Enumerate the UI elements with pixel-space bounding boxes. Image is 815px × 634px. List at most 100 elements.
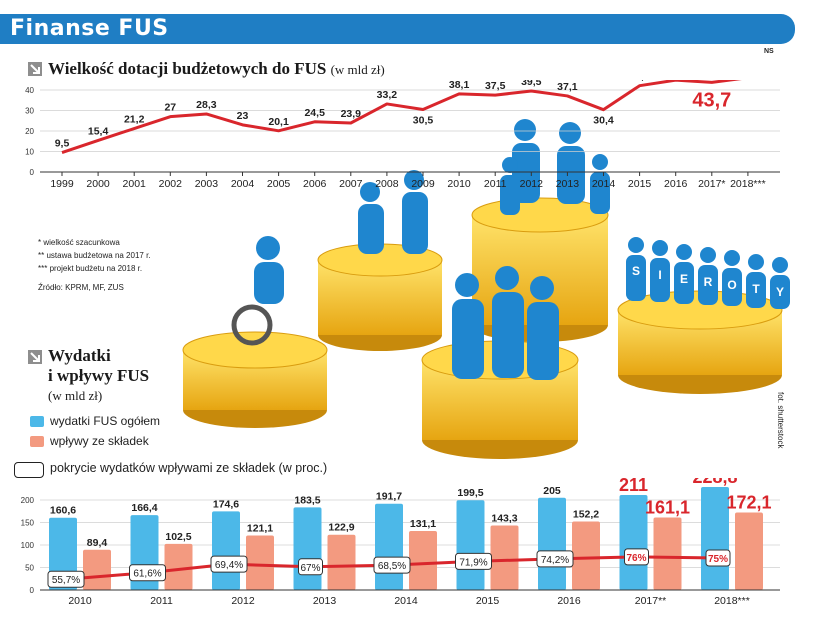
coverage-label: 71,9% bbox=[459, 557, 487, 568]
y-tick-label: 10 bbox=[25, 148, 34, 157]
x-tick-label: 2006 bbox=[303, 178, 327, 190]
top-chart-title-main: Wielkość dotacji budżetowych do FUS bbox=[48, 59, 327, 78]
coverage-label: 55,7% bbox=[52, 575, 80, 586]
coverage-label: 68,5% bbox=[378, 561, 406, 572]
bar-income bbox=[246, 535, 274, 590]
bar-income bbox=[572, 521, 600, 590]
coverage-box bbox=[373, 556, 411, 574]
sign-board bbox=[771, 283, 789, 299]
data-line bbox=[61, 80, 742, 154]
x-tick-label: 2005 bbox=[267, 178, 291, 190]
data-label: 42,1 bbox=[629, 80, 650, 83]
legend-swatch-income bbox=[30, 436, 44, 447]
data-label: 30,5 bbox=[413, 114, 434, 126]
bar-value-label: 122,9 bbox=[328, 522, 354, 534]
note-2: ** ustawa budżetowa na 2017 r. bbox=[38, 251, 151, 260]
x-tick-label: 2011 bbox=[484, 178, 507, 190]
bar-expenses bbox=[212, 511, 240, 590]
x-tick-label: 2000 bbox=[86, 178, 110, 190]
sign-board bbox=[651, 266, 669, 282]
data-label: 24,5 bbox=[304, 107, 325, 119]
data-label: 23 bbox=[237, 110, 249, 122]
legend-swatch-coverage bbox=[14, 462, 44, 478]
coverage-label: 61,6% bbox=[133, 569, 161, 580]
x-tick-label: 2014 bbox=[592, 178, 616, 190]
bottom-chart-title-line2: i wpływy FUS bbox=[48, 366, 150, 385]
page-title: Finanse FUS bbox=[10, 16, 169, 41]
x-tick-label: 2009 bbox=[411, 178, 435, 190]
x-tick-label: 2007 bbox=[339, 178, 363, 190]
sign-letter: E bbox=[680, 272, 688, 286]
x-tick-label: 2018*** bbox=[730, 178, 766, 190]
bar-income bbox=[653, 517, 682, 590]
data-label: 37,5 bbox=[485, 80, 506, 92]
coverage-box bbox=[624, 548, 649, 566]
bar-value-label: 211 bbox=[619, 478, 648, 495]
sign-board bbox=[699, 273, 717, 289]
data-label: 21,2 bbox=[124, 114, 145, 126]
x-tick-label: 2004 bbox=[231, 178, 255, 190]
y-tick-label: 200 bbox=[21, 496, 35, 505]
bar-income bbox=[490, 525, 519, 590]
bar-value-label: 174,6 bbox=[213, 498, 239, 510]
x-tick-label: 2015 bbox=[476, 595, 500, 607]
bar-expenses bbox=[293, 507, 322, 590]
bar-expenses bbox=[701, 487, 729, 590]
bar-income bbox=[735, 512, 763, 590]
bar-value-label: 228,8 bbox=[692, 478, 737, 487]
x-tick-label: 2016 bbox=[557, 595, 581, 607]
coverage-label: 69,4% bbox=[215, 560, 243, 571]
coverage-label: 74,2% bbox=[541, 555, 569, 566]
bar-expenses bbox=[375, 503, 403, 590]
bottom-bar-chart: 0 50 100 150 200 160,6 89,4 2010 166,4 102,5 2011 1… bbox=[21, 478, 780, 607]
bar-value-label: 131,1 bbox=[410, 518, 436, 530]
data-label: 39,5 bbox=[521, 80, 542, 88]
data-label: 28,3 bbox=[196, 99, 217, 111]
bottom-chart-unit: (w mld zł) bbox=[48, 388, 103, 403]
corner-tag: NS bbox=[764, 48, 774, 55]
x-tick-label: 2002 bbox=[159, 178, 183, 190]
y-tick-label: 40 bbox=[25, 86, 34, 95]
bar-expenses bbox=[456, 500, 485, 590]
x-tick-label: 2012 bbox=[520, 178, 544, 190]
bar-income bbox=[83, 549, 111, 590]
data-label: 37,1 bbox=[557, 81, 578, 93]
source-note: Źródło: KPRM, MF, ZUS bbox=[38, 283, 124, 292]
bar-value-label: 89,4 bbox=[87, 537, 108, 549]
bar-value-label: 121,1 bbox=[247, 523, 273, 535]
x-tick-label: 2017* bbox=[698, 178, 725, 190]
arrow-icon bbox=[28, 62, 42, 76]
x-tick-label: 2003 bbox=[195, 178, 219, 190]
sign-letter: I bbox=[658, 268, 661, 282]
coverage-box bbox=[536, 550, 574, 568]
data-label: 27 bbox=[164, 102, 176, 114]
sign-letter: O bbox=[727, 278, 736, 292]
y-tick-label: 0 bbox=[30, 586, 35, 595]
data-label: 30,4 bbox=[593, 115, 614, 127]
sign-board bbox=[627, 262, 645, 278]
bar-value-label: 191,7 bbox=[376, 491, 402, 503]
photo-credit: fot. shutterstock bbox=[776, 392, 785, 449]
coverage-box bbox=[705, 549, 731, 567]
x-tick-label: 2015 bbox=[628, 178, 652, 190]
coverage-label: 67% bbox=[300, 563, 320, 574]
coverage-box bbox=[455, 552, 492, 570]
coverage-box bbox=[47, 570, 85, 588]
bar-income bbox=[327, 534, 356, 590]
bar-value-label: 166,4 bbox=[131, 502, 157, 514]
y-tick-label: 50 bbox=[25, 564, 34, 573]
data-label: 23,9 bbox=[341, 108, 362, 120]
arrow-icon bbox=[28, 350, 42, 364]
sign-board bbox=[723, 276, 741, 292]
y-tick-label: 100 bbox=[21, 541, 35, 550]
bar-value-label: 143,3 bbox=[491, 513, 517, 525]
note-3: *** projekt budżetu na 2018 r. bbox=[38, 264, 143, 273]
x-tick-label: 2013 bbox=[556, 178, 580, 190]
x-tick-label: 2018*** bbox=[714, 595, 750, 607]
x-tick-label: 2008 bbox=[375, 178, 399, 190]
data-label: 38,1 bbox=[449, 80, 470, 91]
legend-swatch-expenses bbox=[30, 416, 44, 427]
bar-expenses bbox=[538, 497, 566, 590]
